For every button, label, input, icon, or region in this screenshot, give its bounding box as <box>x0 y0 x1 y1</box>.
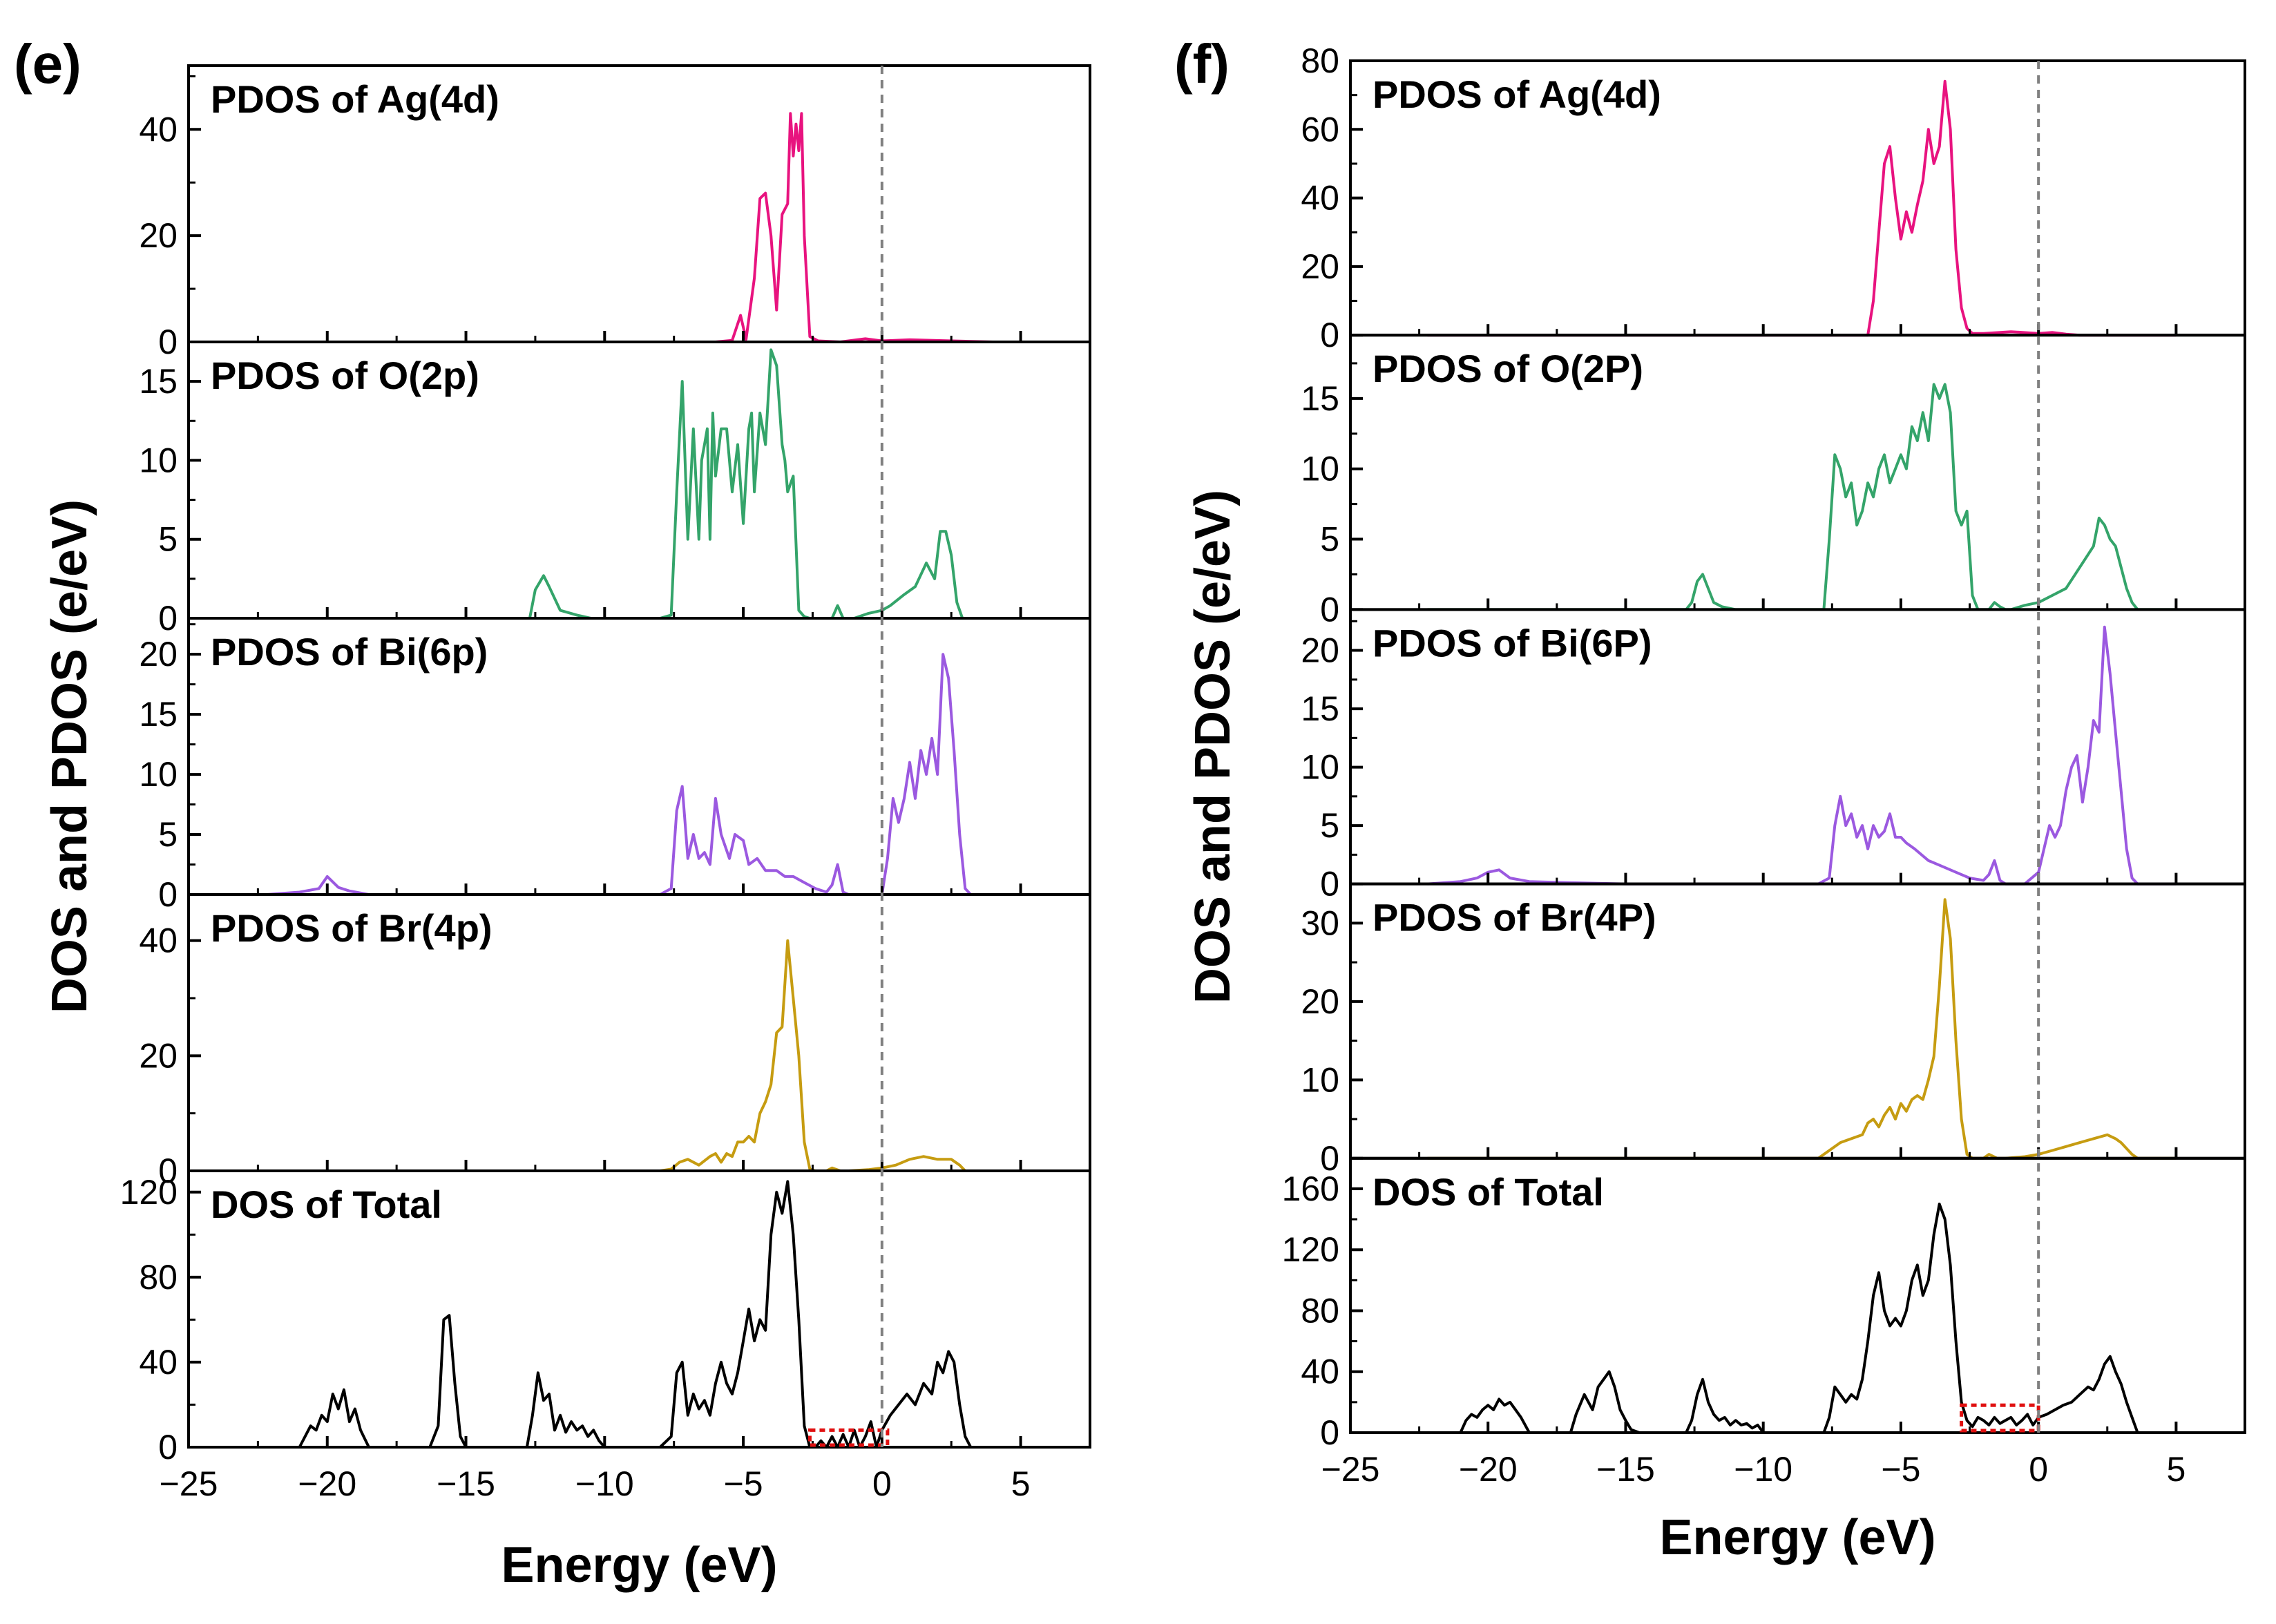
x-tick-label: −10 <box>1734 1450 1792 1489</box>
panel-letter: (f) <box>1174 33 1230 95</box>
y-tick-label: 0 <box>158 323 178 361</box>
panel-title: PDOS of Bi(6p) <box>211 630 488 674</box>
y-tick-label: 160 <box>1282 1169 1339 1208</box>
y-tick-label: 0 <box>1320 1413 1339 1452</box>
panel-3: 0 20 40 PDOS of Br(4p) <box>139 893 1091 1190</box>
y-tick-label: 40 <box>1301 179 1339 218</box>
panel-0: 0 20 40 PDOS of Ag(4d) <box>139 64 1091 361</box>
series-line <box>1427 898 2177 1160</box>
panel-0: 0 20 40 60 80 PDOS of Ag(4d) <box>1301 41 2246 354</box>
y-tick-label: 0 <box>1320 590 1339 629</box>
x-tick-label: −25 <box>160 1464 218 1503</box>
panel-title: PDOS of Br(4p) <box>211 906 493 950</box>
x-tick-label: 5 <box>2166 1450 2186 1489</box>
y-tick-label: 120 <box>120 1173 178 1212</box>
panel-frame <box>1349 1156 2246 1435</box>
x-tick-label: 0 <box>2029 1450 2048 1489</box>
panel-title: PDOS of Bi(6P) <box>1373 621 1652 665</box>
panel-1: 0 5 10 15 PDOS of O(2p) <box>139 341 1091 638</box>
x-tick-label: −20 <box>298 1464 356 1503</box>
panel-3: 0 10 20 30 PDOS of Br(4P) <box>1301 882 2246 1178</box>
y-tick-label: 0 <box>158 875 178 914</box>
y-tick-label: 40 <box>139 1343 178 1382</box>
panel-1: 0 5 10 15 PDOS of O(2P) <box>1301 334 2246 629</box>
y-tick-label: 10 <box>1301 450 1339 488</box>
panel-letter: (e) <box>14 33 82 95</box>
series-line <box>1427 625 2177 886</box>
y-tick-label: 20 <box>139 1036 178 1075</box>
y-tick-label: 40 <box>139 110 178 149</box>
x-tick-label: 5 <box>1011 1464 1031 1503</box>
y-tick-label: 15 <box>1301 689 1339 728</box>
series-line <box>266 653 993 896</box>
series-line <box>266 939 993 1172</box>
panel-2: 0 5 10 15 20 PDOS of Bi(6p) <box>139 617 1091 914</box>
y-tick-label: 80 <box>1301 1291 1339 1330</box>
panel-4: 0 40 80 120 160 DOS of Total <box>1282 1156 2246 1452</box>
panel-title: PDOS of O(2P) <box>1373 347 1643 390</box>
y-tick-label: 80 <box>1301 41 1339 80</box>
y-tick-label: 20 <box>1301 982 1339 1021</box>
x-tick-label: −25 <box>1321 1450 1380 1489</box>
y-tick-label: 5 <box>158 815 178 854</box>
series-line <box>1427 383 2177 611</box>
panel-title: DOS of Total <box>211 1183 442 1226</box>
y-tick-label: 10 <box>139 755 178 794</box>
y-tick-label: 20 <box>1301 247 1339 286</box>
x-tick-label: −15 <box>437 1464 495 1503</box>
y-tick-label: 0 <box>1320 316 1339 354</box>
series-line <box>1427 1203 2177 1434</box>
panel-title: DOS of Total <box>1373 1170 1604 1214</box>
panel-title: PDOS of Ag(4d) <box>1373 73 1661 116</box>
y-tick-label: 0 <box>158 1152 178 1190</box>
y-tick-label: 5 <box>158 520 178 559</box>
y-tick-label: 80 <box>139 1258 178 1297</box>
y-tick-label: 5 <box>1320 806 1339 845</box>
y-tick-label: 40 <box>139 921 178 960</box>
panel-4: 0 40 80 120 DOS of Total <box>120 1169 1091 1467</box>
y-tick-label: 20 <box>139 216 178 255</box>
panel-frame <box>187 1169 1091 1449</box>
y-tick-label: 15 <box>139 362 178 401</box>
y-tick-label: 0 <box>158 599 178 638</box>
series-line <box>266 112 993 343</box>
y-tick-label: 40 <box>1301 1353 1339 1391</box>
y-tick-label: 20 <box>139 635 178 674</box>
y-tick-label: 15 <box>139 695 178 734</box>
series-line <box>266 348 993 620</box>
y-tick-label: 5 <box>1320 520 1339 559</box>
series-line <box>1427 79 2177 337</box>
y-axis-title: DOS and PDOS (e/eV) <box>1185 490 1241 1004</box>
y-tick-label: 10 <box>1301 748 1339 787</box>
x-tick-label: −15 <box>1596 1450 1655 1489</box>
x-tick-label: −10 <box>575 1464 634 1503</box>
y-tick-label: 60 <box>1301 110 1339 149</box>
x-tick-label: −5 <box>724 1464 763 1503</box>
panel-title: PDOS of Ag(4d) <box>211 77 499 121</box>
x-tick-label: 0 <box>872 1464 892 1503</box>
panel-2: 0 5 10 15 20 PDOS of Bi(6P) <box>1301 608 2246 904</box>
x-tick-label: −20 <box>1459 1450 1518 1489</box>
y-tick-label: 120 <box>1282 1230 1339 1269</box>
y-tick-label: 10 <box>139 441 178 479</box>
y-tick-label: 0 <box>1320 865 1339 904</box>
panel-title: PDOS of O(2p) <box>211 354 479 397</box>
y-tick-label: 20 <box>1301 631 1339 670</box>
y-tick-label: 0 <box>1320 1139 1339 1178</box>
panel-title: PDOS of Br(4P) <box>1373 896 1656 939</box>
x-tick-label: −5 <box>1881 1450 1920 1489</box>
x-axis-title: Energy (eV) <box>1659 1510 1935 1565</box>
x-axis-title: Energy (eV) <box>501 1538 777 1593</box>
y-tick-label: 10 <box>1301 1060 1339 1099</box>
series-line <box>266 1180 993 1449</box>
y-tick-label: 30 <box>1301 904 1339 942</box>
y-tick-label: 15 <box>1301 379 1339 418</box>
highlight-box <box>807 1428 890 1447</box>
y-tick-label: 0 <box>158 1428 178 1467</box>
y-axis-title: DOS and PDOS (e/eV) <box>42 499 97 1013</box>
